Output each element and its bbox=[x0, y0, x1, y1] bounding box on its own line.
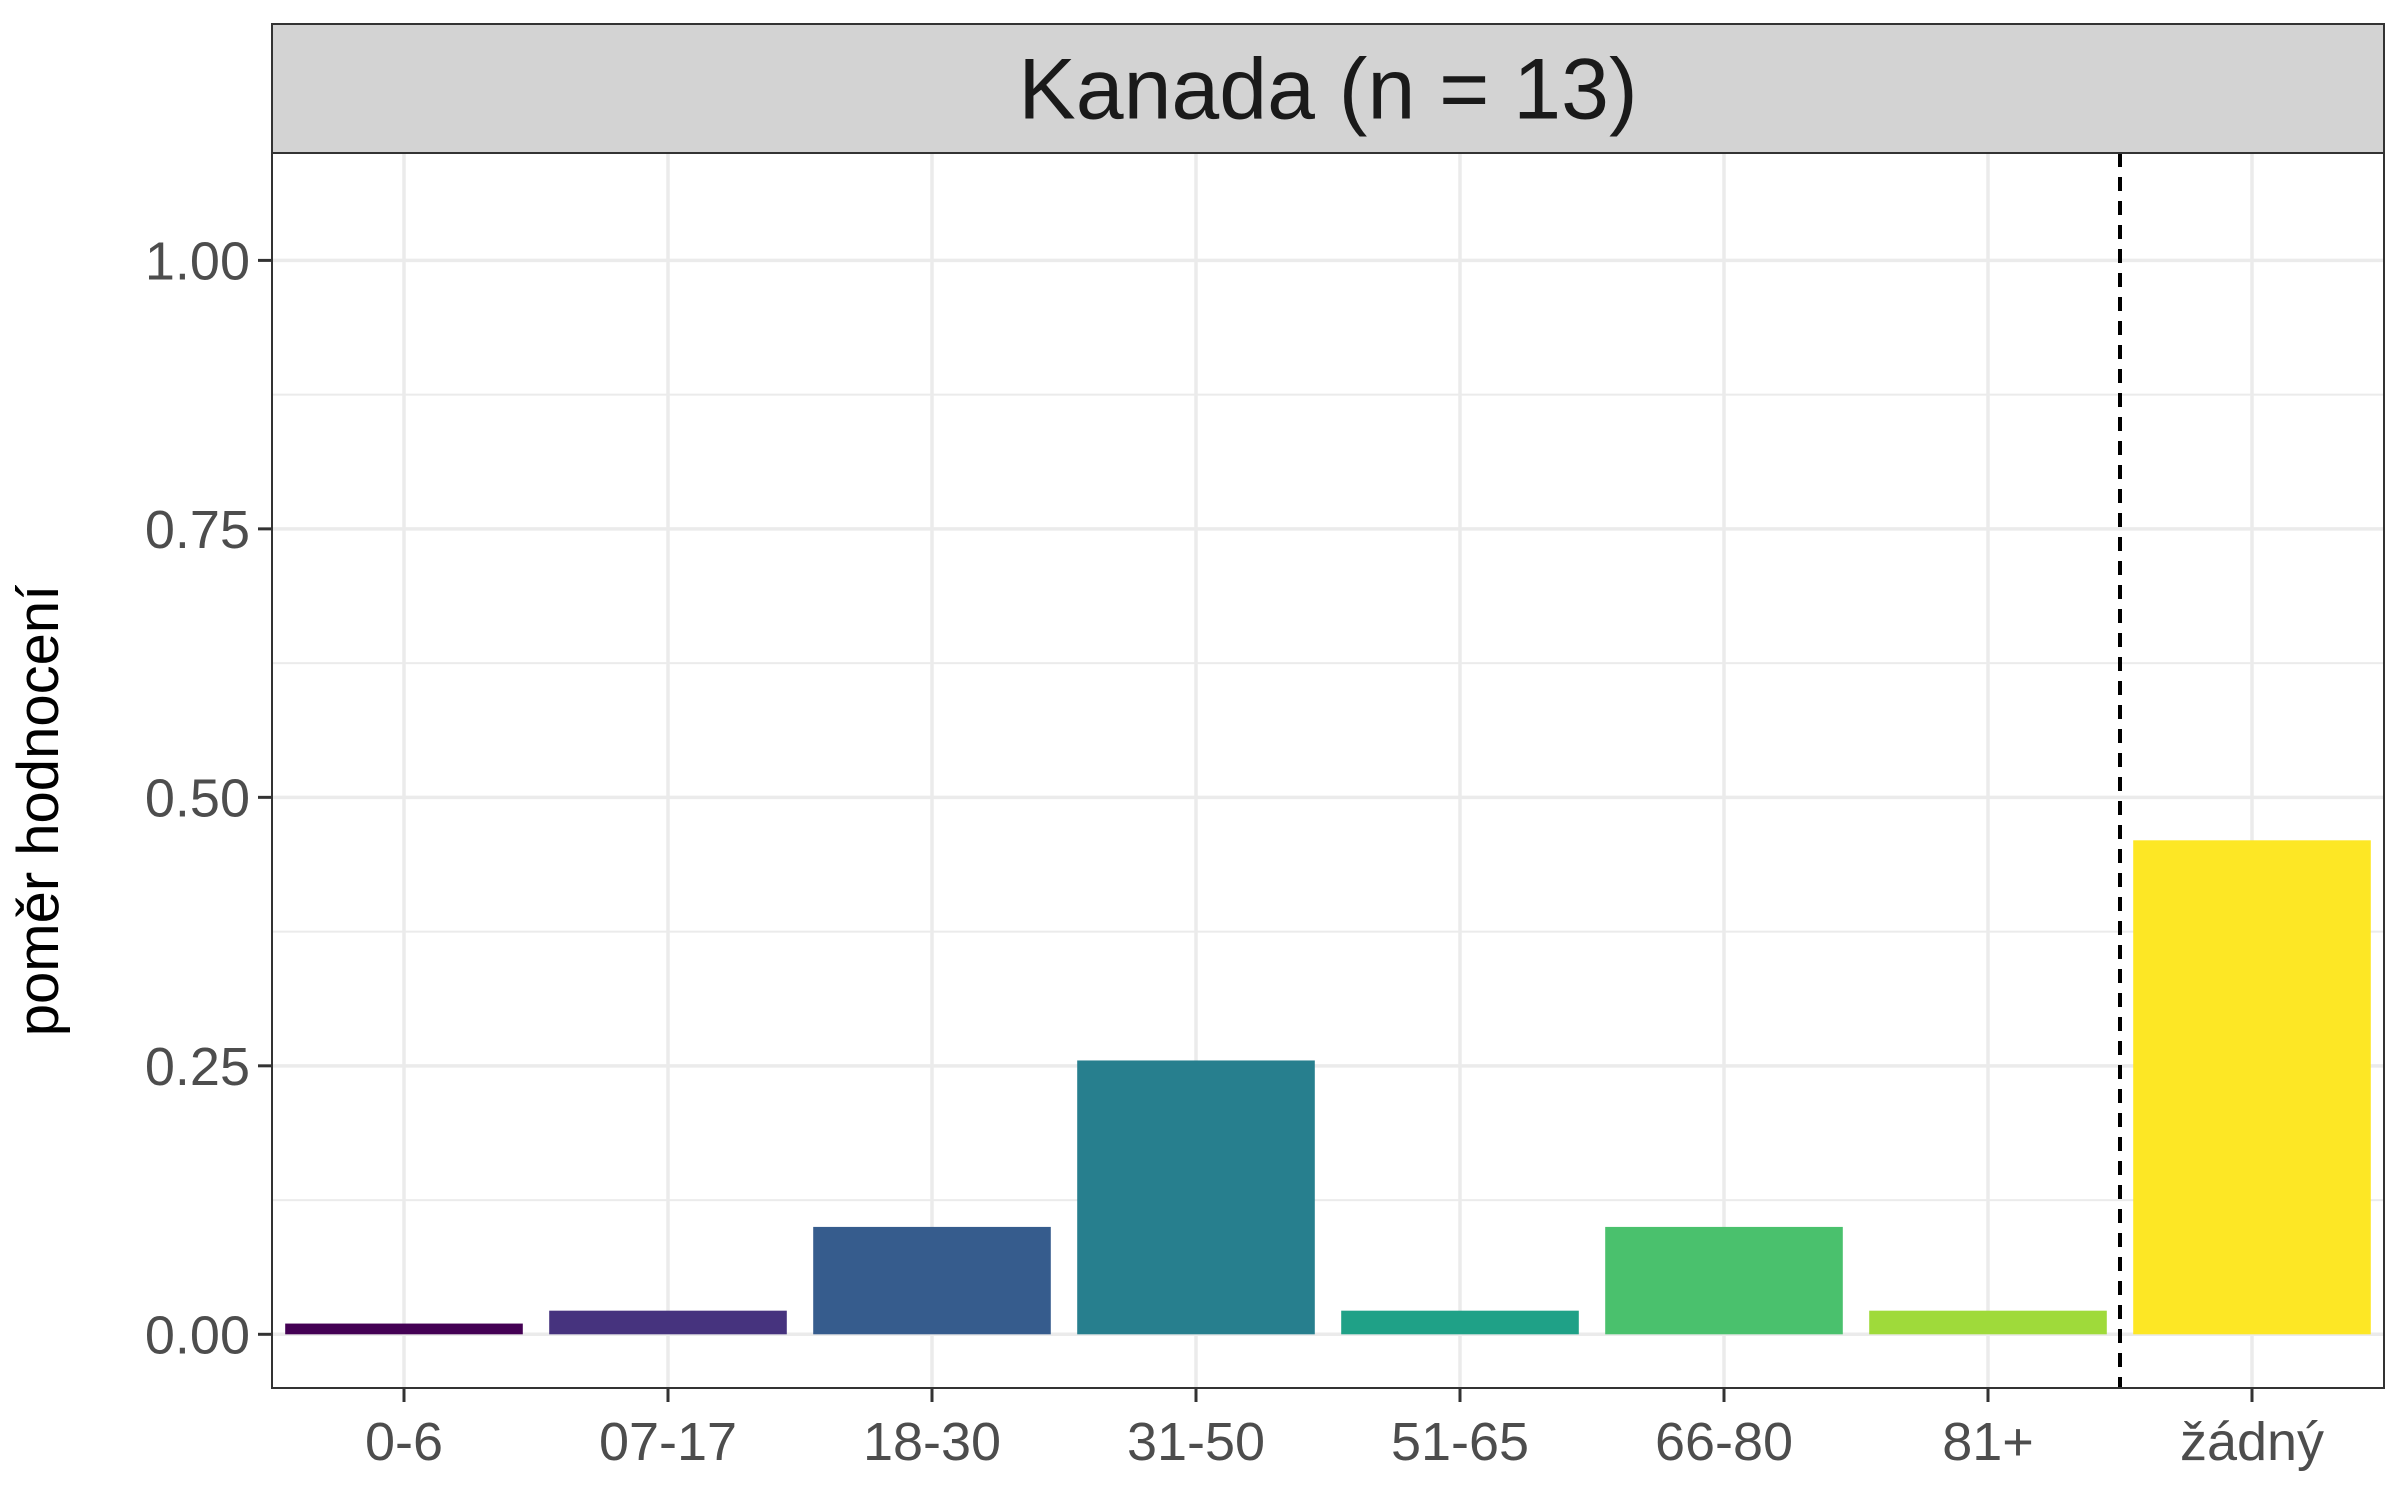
y-tick-label: 0.25 bbox=[145, 1037, 250, 1097]
x-tick-label: 07-17 bbox=[599, 1412, 737, 1472]
x-tick-label: 18-30 bbox=[863, 1412, 1001, 1472]
bar-žádný bbox=[2133, 840, 2371, 1335]
y-tick-label: 0.00 bbox=[145, 1305, 250, 1365]
x-axis: 0-6 07-17 18-30 31-50 51-65 66-80 81+ žádný bbox=[365, 1388, 2324, 1472]
x-tick-label: žádný bbox=[2180, 1412, 2324, 1472]
x-tick-label: 31-50 bbox=[1127, 1412, 1265, 1472]
facet-strip: Kanada (n = 13) bbox=[271, 23, 2385, 154]
bar-51-65 bbox=[1341, 1310, 1579, 1335]
y-axis-title: poměr hodnocení bbox=[6, 585, 71, 1036]
y-axis: 0.00 0.25 0.50 0.75 1.00 bbox=[145, 231, 272, 1365]
bar-31-50 bbox=[1077, 1060, 1315, 1335]
bar-0-6 bbox=[285, 1323, 523, 1335]
chart-title: Kanada (n = 13) bbox=[1018, 42, 1637, 138]
bar-81+ bbox=[1869, 1310, 2107, 1335]
x-tick-label: 66-80 bbox=[1655, 1412, 1793, 1472]
bar-07-17 bbox=[549, 1310, 787, 1335]
y-tick-label: 1.00 bbox=[145, 231, 250, 291]
bars bbox=[285, 840, 2371, 1335]
bar-66-80 bbox=[1605, 1226, 1843, 1335]
facet-strip-background bbox=[271, 23, 2385, 154]
x-tick-label: 81+ bbox=[1942, 1412, 2034, 1472]
bar-18-30 bbox=[813, 1226, 1051, 1335]
x-tick-label: 51-65 bbox=[1391, 1412, 1529, 1472]
x-tick-label: 0-6 bbox=[365, 1412, 443, 1472]
grid bbox=[272, 153, 2384, 1388]
y-tick-label: 0.50 bbox=[145, 768, 250, 828]
y-tick-label: 0.75 bbox=[145, 500, 250, 560]
